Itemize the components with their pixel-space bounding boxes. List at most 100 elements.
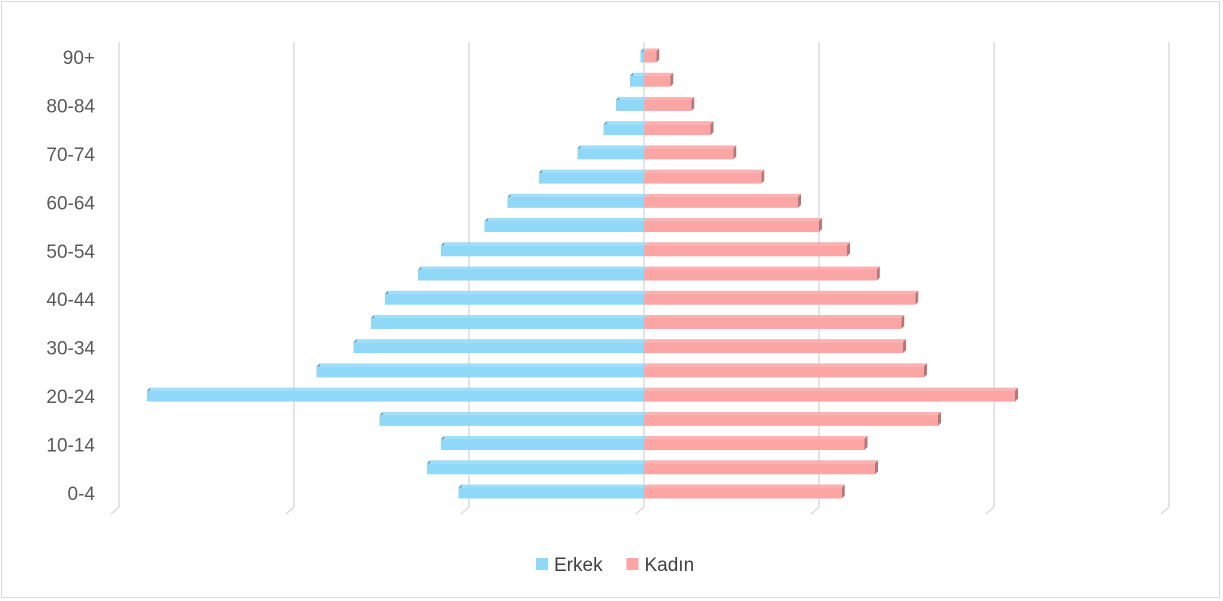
gridline-floor (285, 506, 295, 515)
bar-top-face (644, 266, 880, 270)
bar-front-face (316, 366, 644, 378)
bar-kadin-5-9 (644, 460, 878, 475)
bar-front-face (616, 99, 644, 111)
bar-front-face (644, 414, 938, 426)
bar-front-face (427, 463, 644, 475)
bar-erkek-10-14 (441, 436, 647, 451)
bar-top-face (616, 96, 647, 100)
bar-top-face (644, 193, 801, 197)
bar-side-face (903, 339, 906, 354)
gridline-floor (985, 506, 995, 515)
y-tick-labels: 0-4 10-14 20-24 30-34 40-44 50-54 60-64 70-74 80… (46, 48, 95, 505)
bar-side-face (670, 72, 674, 87)
y-tick-label: 60-64 (46, 193, 95, 214)
y-tick-label: 40-44 (46, 290, 95, 311)
bar-top-face (644, 169, 765, 173)
bar-kadin-35-39 (644, 314, 905, 329)
gridline-floor (460, 506, 470, 515)
bar-front-face (644, 172, 762, 184)
gridline-floor (810, 506, 820, 515)
legend-swatch (536, 558, 548, 570)
bar-kadin-70-74 (644, 145, 737, 160)
bar-erkek-70-74 (577, 145, 647, 160)
y-tick-label: 80-84 (46, 96, 95, 117)
bar-side-face (761, 169, 765, 184)
bar-top-face (603, 121, 647, 125)
bar-erkek-90+ (640, 48, 647, 63)
bar-erkek-25-29 (316, 363, 647, 378)
bar-front-face (644, 366, 924, 378)
bars (147, 48, 1018, 499)
bar-erkek-15-19 (379, 411, 647, 426)
bar-front-face (147, 390, 644, 402)
bar-front-face (353, 342, 644, 354)
bar-top-face (644, 218, 822, 222)
bar-front-face (379, 414, 644, 426)
bar-erkek-65-69 (539, 169, 647, 184)
bar-kadin-65-69 (644, 169, 765, 184)
bar-top-face (458, 484, 647, 488)
bar-kadin-40-44 (644, 290, 919, 305)
bar-erkek-45-49 (418, 266, 647, 281)
bar-top-face (507, 193, 647, 197)
legend-item-erkek: Erkek (536, 555, 603, 576)
bar-kadin-80-84 (644, 96, 695, 111)
bar-front-face (577, 148, 644, 160)
bar-side-face (691, 96, 695, 111)
bar-top-face (316, 363, 647, 367)
bar-side-face (847, 242, 850, 257)
bar-top-face (385, 290, 647, 294)
bar-side-face (924, 363, 927, 378)
bar-side-face (1015, 387, 1018, 402)
bar-top-face (644, 363, 927, 367)
bar-top-face (644, 121, 714, 125)
bar-front-face (644, 439, 865, 451)
bar-front-face (644, 342, 903, 354)
bar-erkek-30-34 (353, 339, 647, 354)
bar-top-face (539, 169, 647, 173)
bar-front-face (644, 148, 734, 160)
bar-erkek-55-59 (484, 218, 647, 233)
y-tick-label: 90+ (63, 48, 95, 69)
bar-top-face (644, 484, 845, 488)
bar-side-face (901, 314, 905, 329)
gridline-floor (635, 506, 645, 515)
bar-side-face (938, 411, 941, 426)
bar-front-face (441, 439, 644, 451)
bar-top-face (441, 436, 647, 440)
bar-side-face (864, 436, 868, 451)
bar-erkek-80-84 (616, 96, 647, 111)
bar-front-face (644, 463, 875, 475)
bar-top-face (427, 460, 647, 464)
bar-top-face (630, 72, 647, 76)
bar-front-face (371, 317, 644, 329)
bar-top-face (441, 242, 647, 246)
bar-front-face (539, 172, 644, 184)
bar-side-face (875, 460, 878, 475)
bar-erkek-20-24 (147, 387, 647, 402)
bar-side-face (710, 121, 714, 136)
bar-front-face (644, 221, 819, 233)
bar-top-face (644, 290, 919, 294)
bar-top-face (577, 145, 647, 149)
bar-top-face (379, 411, 647, 415)
bar-top-face (644, 314, 905, 318)
bar-erkek-60-64 (507, 193, 647, 208)
bar-kadin-25-29 (644, 363, 927, 378)
bar-kadin-10-14 (644, 436, 868, 451)
y-tick-label: 50-54 (46, 242, 95, 263)
bar-front-face (630, 75, 644, 87)
bar-front-face (603, 124, 644, 136)
bar-side-face (915, 290, 919, 305)
bar-erkek-85-89 (630, 72, 647, 87)
bar-kadin-45-49 (644, 266, 880, 281)
y-tick-label: 70-74 (46, 145, 95, 166)
bar-erkek-50-54 (441, 242, 647, 257)
bar-top-face (644, 145, 737, 149)
y-tick-label: 0-4 (68, 484, 96, 505)
bar-kadin-30-34 (644, 339, 906, 354)
bar-front-face (644, 269, 877, 281)
bar-side-face (656, 48, 660, 63)
